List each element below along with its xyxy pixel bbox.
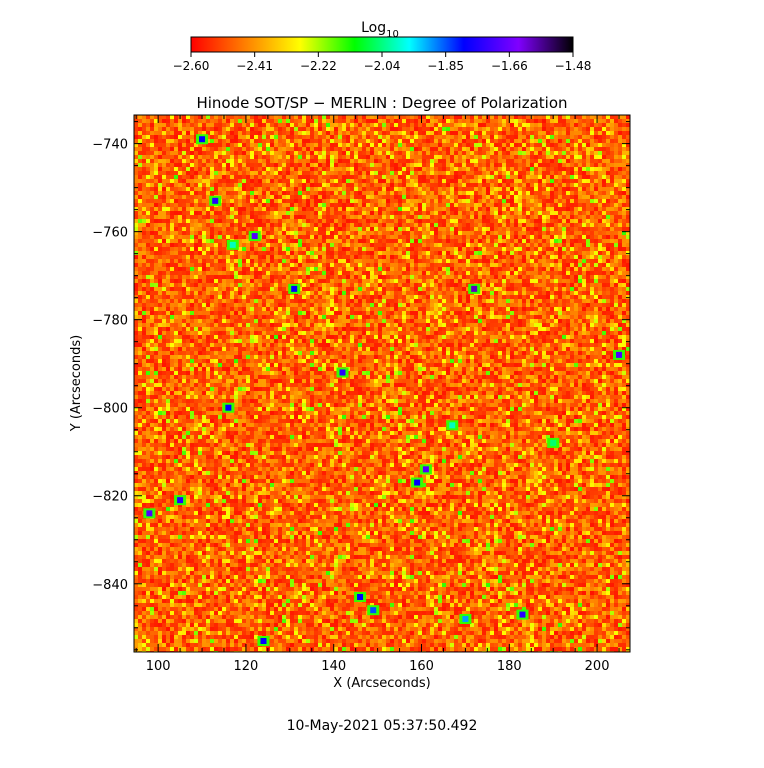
- x-tick-label: 120: [234, 659, 259, 674]
- y-tick-label: −780: [92, 314, 128, 329]
- x-tick-label: 180: [497, 659, 522, 674]
- colorbar-tick-label: −2.22: [300, 59, 337, 73]
- x-tick-label: 100: [146, 659, 171, 674]
- timestamp: 10-May-2021 05:37:50.492: [287, 718, 478, 734]
- y-tick-label: −740: [92, 138, 128, 153]
- polarization-map: [134, 115, 630, 652]
- plot-area: 100 120 140 160 180 200 −740 −760 −780 −800 −820 −8…: [92, 114, 631, 674]
- feature-core: [449, 422, 456, 429]
- y-tick-label: −760: [92, 226, 128, 241]
- y-tick-label: −800: [92, 402, 128, 417]
- feature-core: [616, 351, 623, 358]
- feature-core: [251, 233, 258, 240]
- feature-core: [422, 466, 429, 473]
- colorbar-tick-label: −2.60: [173, 59, 210, 73]
- colorbar-label: Log10: [361, 20, 399, 40]
- axis-ticks: 100 120 140 160 180 200 −740 −760 −780 −800 −820 −8…: [92, 115, 630, 674]
- colorbar-tick-label: −1.48: [555, 59, 592, 73]
- feature-core: [471, 285, 478, 292]
- feature-core: [146, 510, 153, 517]
- feature-core: [339, 369, 346, 376]
- y-tick-label: −840: [92, 578, 128, 593]
- colorbar-tick-label: −1.66: [491, 59, 528, 73]
- plot-frame: [133, 114, 631, 653]
- x-tick-label: 160: [409, 659, 434, 674]
- colorbar-ticks: −2.60 −2.41 −2.22 −2.04 −1.85 −1.66 −1.48: [173, 52, 592, 73]
- feature-core: [225, 404, 232, 411]
- feature-core: [519, 611, 526, 618]
- polarization-features: [143, 134, 626, 646]
- feature-core: [199, 136, 206, 143]
- feature-core: [260, 637, 267, 644]
- colorbar-gradient: [190, 36, 574, 53]
- feature-core: [357, 593, 364, 600]
- feature-core: [462, 615, 469, 622]
- x-tick-label: 200: [585, 659, 610, 674]
- y-tick-label: −820: [92, 490, 128, 505]
- x-tick-label: 140: [321, 659, 346, 674]
- feature-core: [291, 285, 298, 292]
- colorbar: Log10 −2.60 −2.41 −2.22 −2.04 −1.85 −1.66 −1.4…: [173, 20, 592, 73]
- colorbar-tick-label: −2.04: [364, 59, 401, 73]
- feature-core: [414, 479, 421, 486]
- feature-core: [550, 439, 557, 446]
- feature-core: [177, 497, 184, 504]
- feature-core: [229, 241, 236, 248]
- y-axis-label: Y (Arcseconds): [69, 335, 84, 432]
- feature-core: [370, 607, 377, 614]
- feature-core: [212, 197, 219, 204]
- chart-title: Hinode SOT/SP − MERLIN : Degree of Polar…: [196, 94, 567, 112]
- colorbar-tick-label: −2.41: [236, 59, 273, 73]
- x-axis-label: X (Arcseconds): [333, 676, 430, 691]
- colorbar-tick-label: −1.85: [427, 59, 464, 73]
